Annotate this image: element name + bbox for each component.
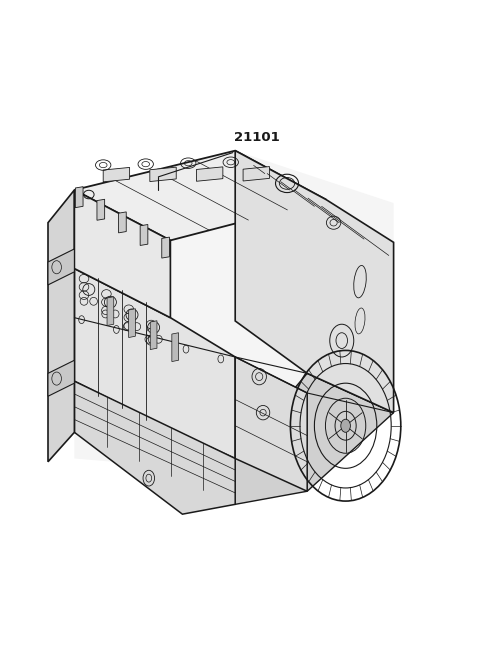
Polygon shape xyxy=(172,333,179,362)
Polygon shape xyxy=(48,249,74,285)
Polygon shape xyxy=(150,167,176,181)
Polygon shape xyxy=(48,360,74,396)
Polygon shape xyxy=(196,167,223,181)
Polygon shape xyxy=(107,297,114,326)
Polygon shape xyxy=(235,357,307,491)
Polygon shape xyxy=(140,225,148,246)
Polygon shape xyxy=(162,237,169,258)
Polygon shape xyxy=(103,168,130,182)
Polygon shape xyxy=(243,166,269,181)
Text: 21101: 21101 xyxy=(234,131,280,144)
Polygon shape xyxy=(119,212,126,233)
Polygon shape xyxy=(74,190,170,318)
Polygon shape xyxy=(150,321,157,350)
Polygon shape xyxy=(74,151,394,478)
Polygon shape xyxy=(74,151,326,240)
Polygon shape xyxy=(235,151,394,413)
Polygon shape xyxy=(97,199,105,220)
Polygon shape xyxy=(74,373,394,504)
Polygon shape xyxy=(48,190,74,462)
Circle shape xyxy=(341,419,350,432)
Polygon shape xyxy=(129,309,135,337)
Polygon shape xyxy=(74,381,235,514)
Polygon shape xyxy=(75,187,83,208)
Polygon shape xyxy=(74,269,235,458)
